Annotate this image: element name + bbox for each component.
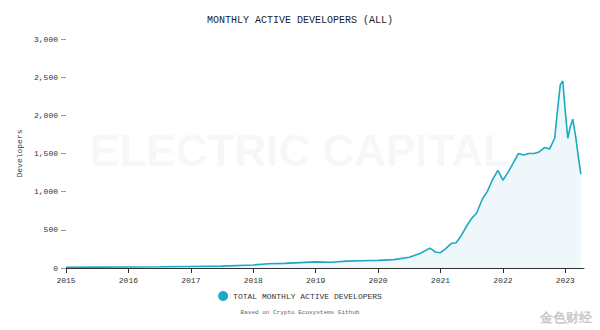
svg-text:2019: 2019 xyxy=(306,276,325,285)
svg-text:2020: 2020 xyxy=(368,276,387,285)
svg-text:MONTHLY ACTIVE DEVELOPERS (ALL: MONTHLY ACTIVE DEVELOPERS (ALL) xyxy=(207,15,393,26)
svg-text:1,000: 1,000 xyxy=(34,187,58,196)
svg-text:Developers: Developers xyxy=(15,129,24,177)
svg-text:3,000: 3,000 xyxy=(34,35,58,44)
svg-text:2022: 2022 xyxy=(493,276,512,285)
svg-text:1,500: 1,500 xyxy=(34,149,58,158)
svg-text:2017: 2017 xyxy=(181,276,200,285)
svg-text:2023: 2023 xyxy=(556,276,575,285)
svg-text:2,500: 2,500 xyxy=(34,73,58,82)
svg-text:2015: 2015 xyxy=(56,276,75,285)
svg-text:Based on Crypto Ecosystems Git: Based on Crypto Ecosystems Github xyxy=(241,309,360,316)
svg-text:2,000: 2,000 xyxy=(34,111,58,120)
svg-text:2018: 2018 xyxy=(244,276,263,285)
svg-text:TOTAL MONTHLY ACTIVE DEVELOPER: TOTAL MONTHLY ACTIVE DEVELOPERS xyxy=(233,292,382,301)
svg-text:2021: 2021 xyxy=(431,276,450,285)
svg-text:ELECTRIC CAPITAL: ELECTRIC CAPITAL xyxy=(90,126,510,175)
svg-text:2016: 2016 xyxy=(119,276,138,285)
svg-text:500: 500 xyxy=(44,225,59,234)
svg-text:金色财经: 金色财经 xyxy=(539,310,593,325)
svg-text:0: 0 xyxy=(53,264,58,273)
